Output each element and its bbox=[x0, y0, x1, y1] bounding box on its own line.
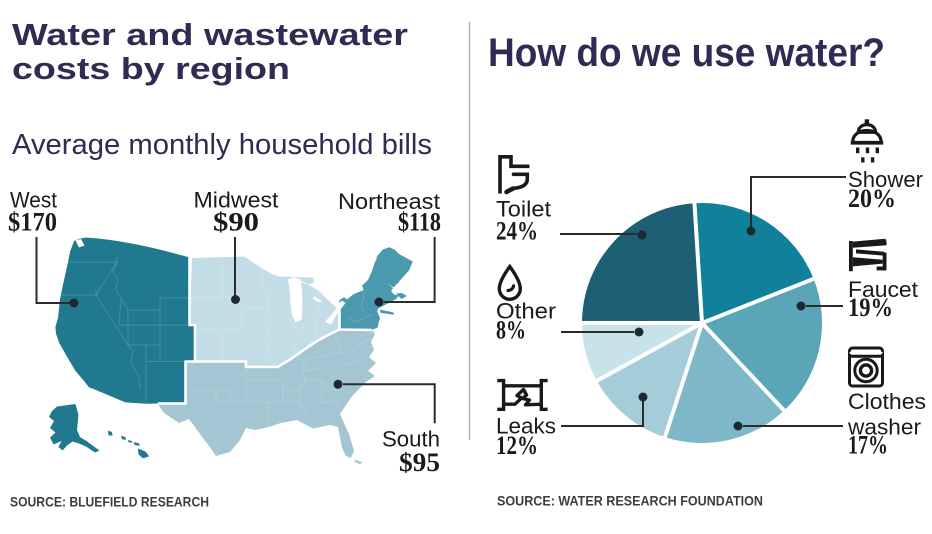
svg-text:South: South bbox=[382, 427, 440, 452]
svg-text:$118: $118 bbox=[398, 208, 441, 237]
svg-text:Clothes: Clothes bbox=[848, 389, 926, 414]
svg-text:Northeast: Northeast bbox=[338, 189, 441, 214]
svg-text:$90: $90 bbox=[213, 208, 259, 237]
svg-text:costs by region: costs by region bbox=[12, 51, 290, 86]
svg-text:8%: 8% bbox=[496, 316, 526, 345]
svg-text:$95: $95 bbox=[399, 448, 440, 477]
svg-text:$170: $170 bbox=[8, 208, 57, 237]
svg-text:12%: 12% bbox=[496, 431, 538, 460]
svg-text:Midwest: Midwest bbox=[194, 188, 280, 213]
svg-text:West: West bbox=[10, 188, 58, 213]
svg-text:How do we use water?: How do we use water? bbox=[488, 31, 885, 75]
svg-text:SOURCE: BLUEFIELD RESEARCH: SOURCE: BLUEFIELD RESEARCH bbox=[10, 494, 209, 510]
svg-text:Toilet: Toilet bbox=[496, 197, 552, 222]
svg-text:washer: washer bbox=[847, 415, 922, 440]
svg-text:17%: 17% bbox=[848, 431, 888, 460]
svg-text:Leaks: Leaks bbox=[496, 414, 556, 439]
svg-text:Faucet: Faucet bbox=[848, 277, 919, 302]
svg-text:SOURCE: WATER RESEARCH FOUNDAT: SOURCE: WATER RESEARCH FOUNDATION bbox=[497, 493, 763, 509]
svg-text:Average monthly household bill: Average monthly household bills bbox=[12, 129, 432, 161]
svg-text:19%: 19% bbox=[848, 293, 893, 322]
svg-text:Other: Other bbox=[496, 299, 557, 324]
svg-text:Shower: Shower bbox=[848, 167, 923, 192]
svg-text:24%: 24% bbox=[496, 217, 538, 246]
svg-text:Water and wastewater: Water and wastewater bbox=[12, 17, 408, 52]
svg-text:20%: 20% bbox=[848, 184, 896, 213]
